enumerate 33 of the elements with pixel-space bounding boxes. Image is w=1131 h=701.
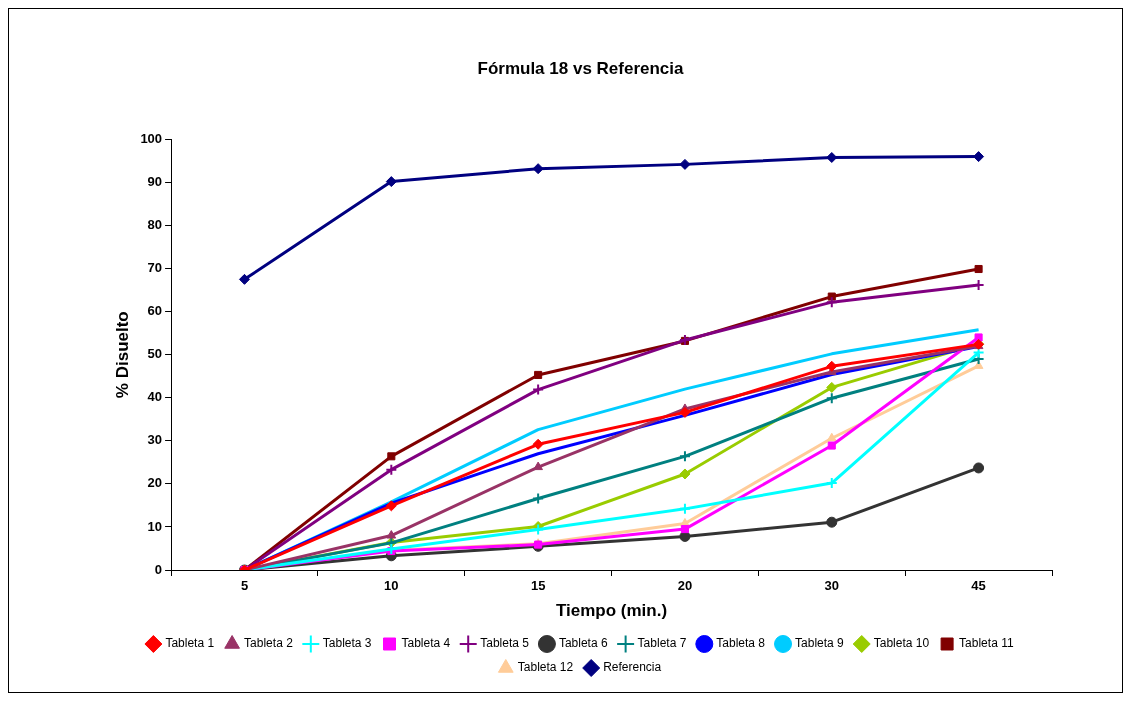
y-tick-label: 30 [147, 432, 163, 448]
legend-label: Referencia [603, 660, 662, 675]
legend-label: Tableta 5 [480, 636, 530, 651]
legend-label: Tableta 7 [637, 636, 687, 651]
legend-label: Tableta 6 [558, 636, 608, 651]
legend-label: Tableta 1 [165, 636, 215, 651]
x-tick-label: 30 [824, 578, 840, 594]
y-tick-label: 80 [147, 217, 163, 233]
y-axis-title: % Disuelto [112, 311, 132, 399]
chart-title: Fórmula 18 vs Referencia [477, 58, 685, 78]
x-tick-label: 45 [971, 578, 986, 594]
y-tick-label: 100 [140, 130, 163, 146]
legend-label: Tableta 10 [873, 636, 930, 651]
x-tick-label: 15 [530, 578, 546, 594]
y-tick-label: 60 [147, 303, 163, 319]
y-tick-label: 50 [147, 346, 163, 362]
legend-label: Tableta 3 [322, 636, 372, 651]
y-tick-label: 90 [147, 174, 163, 190]
y-tick-label: 40 [147, 389, 163, 405]
y-tick-label: 20 [147, 475, 163, 491]
x-tick-label: 10 [384, 578, 399, 594]
legend-label: Tableta 12 [517, 660, 574, 675]
x-tick-label: 20 [677, 578, 693, 594]
legend-label: Tableta 4 [401, 636, 451, 651]
legend-label: Tableta 8 [716, 636, 766, 651]
legend-label: Tableta 9 [795, 636, 845, 651]
legend-label: Tableta 11 [959, 636, 1014, 651]
y-tick-label: 70 [147, 260, 163, 276]
legend-label: Tableta 2 [244, 636, 294, 651]
x-axis-title: Tiempo (min.) [555, 601, 668, 621]
x-tick-label: 5 [240, 578, 249, 594]
y-tick-label: 10 [147, 518, 163, 534]
y-tick-label: 0 [154, 561, 163, 577]
